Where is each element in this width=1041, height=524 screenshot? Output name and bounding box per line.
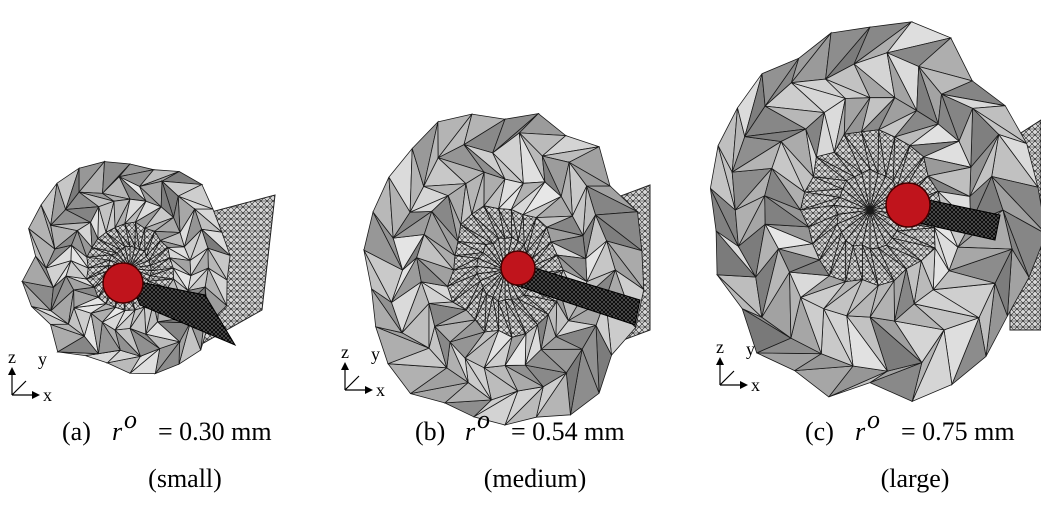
radius-superscript: o xyxy=(477,405,490,434)
panel-label: (a) xyxy=(62,417,91,446)
axis-label: z xyxy=(8,347,16,367)
mesh-facet xyxy=(791,33,831,83)
axis-arrow xyxy=(720,363,742,385)
radius-value: = 0.30 mm xyxy=(158,417,272,446)
mesh xyxy=(710,22,1041,402)
radius-symbol: r xyxy=(112,417,123,446)
axis-triad: z yx xyxy=(341,342,385,400)
axis-triad: z yx xyxy=(716,337,760,395)
size-label: (small) xyxy=(148,464,222,493)
axis-label: z xyxy=(341,342,349,362)
inclusion xyxy=(886,183,930,227)
radius-superscript: o xyxy=(867,405,880,434)
radius-symbol: r xyxy=(465,417,476,446)
axis-arrow xyxy=(345,368,367,390)
radius-symbol: r xyxy=(855,417,866,446)
panel-label: (b) xyxy=(415,417,445,446)
axis-label: x xyxy=(376,380,385,400)
axis-arrow xyxy=(12,373,34,395)
inclusion xyxy=(501,251,535,285)
mesh xyxy=(22,162,275,374)
size-label: (medium) xyxy=(484,464,587,493)
size-label: (large) xyxy=(881,464,950,493)
meshes xyxy=(22,22,1041,425)
axis-label: y xyxy=(38,349,47,369)
inclusion xyxy=(103,263,143,303)
axis-label: x xyxy=(751,375,760,395)
radius-value: = 0.75 mm xyxy=(901,417,1015,446)
mesh xyxy=(364,114,650,425)
figure: zyx(a)ro= 0.30 mm(small)zyx(b)ro= 0.54 m… xyxy=(0,0,1041,524)
axis-label: x xyxy=(43,385,52,405)
mesh-facet xyxy=(717,275,762,317)
radius-value: = 0.54 mm xyxy=(511,417,625,446)
panel-label: (c) xyxy=(805,417,834,446)
axis-triad: z yx xyxy=(8,347,52,405)
radius-superscript: o xyxy=(124,405,137,434)
axis-label: y xyxy=(371,344,380,364)
axis-label: y xyxy=(746,339,755,359)
axis-label: z xyxy=(716,337,724,357)
